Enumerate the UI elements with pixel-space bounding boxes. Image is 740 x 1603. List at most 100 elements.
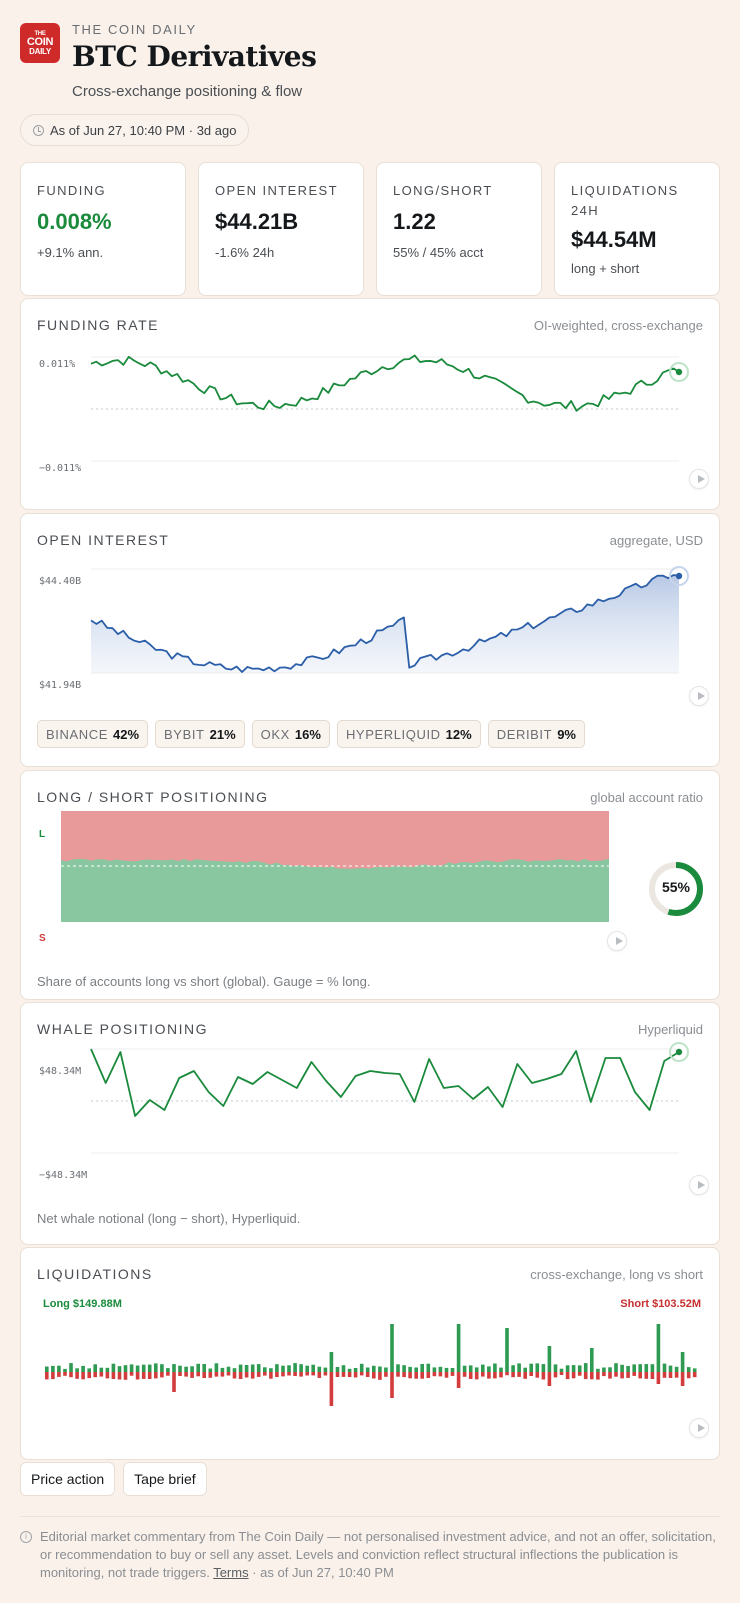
short-liquidation-bar (372, 1372, 376, 1379)
short-liquidation-bar (81, 1372, 85, 1380)
short-liquidation-bar (214, 1372, 219, 1377)
short-liquidation-bar (123, 1372, 128, 1380)
long-liquidation-bar (614, 1363, 618, 1372)
kpi-long-short: LONG/SHORT 1.22 55% / 45% acct (376, 162, 542, 296)
long-liquidation-bar (499, 1367, 503, 1372)
short-liquidation-bar (535, 1372, 540, 1378)
disclaimer: i Editorial market commentary from The C… (20, 1528, 720, 1582)
short-liquidation-bar (650, 1372, 655, 1379)
long-liquidation-bar (299, 1364, 303, 1372)
short-liquidation-bar (323, 1372, 328, 1376)
short-liquidation-bar (668, 1372, 673, 1378)
long-share-area (61, 858, 609, 922)
play-button[interactable] (607, 931, 627, 951)
long-liquidation-bar (129, 1364, 134, 1372)
terms-link[interactable]: Terms (213, 1565, 249, 1580)
short-liquidation-bar (414, 1372, 418, 1379)
liquidations-card: LIQUIDATIONS cross-exchange, long vs sho… (20, 1247, 720, 1460)
long-liquidation-bar (220, 1367, 225, 1372)
y-axis-min-label: −$48.34M (39, 1170, 88, 1181)
short-liquidation-bar (347, 1372, 352, 1378)
long-liquidation-bar (474, 1367, 479, 1372)
long-liquidations-label: Long $149.88M (43, 1298, 122, 1310)
y-axis-max-label: $48.34M (39, 1066, 82, 1077)
kpi-sub: +9.1% ann. (37, 245, 104, 260)
long-liquidation-bar (166, 1368, 170, 1372)
short-liquidation-bar (154, 1372, 158, 1379)
long-liquidation-bar (456, 1324, 461, 1372)
short-liquidation-bar (287, 1372, 291, 1376)
short-liquidation-bar (565, 1372, 570, 1380)
short-liquidation-bar (517, 1372, 521, 1377)
short-liquidation-bar (275, 1372, 279, 1377)
short-liquidation-bar (468, 1372, 473, 1379)
short-liquidation-bar (396, 1372, 400, 1377)
card-title: LIQUIDATIONS (37, 1266, 153, 1282)
long-liquidation-bar (644, 1364, 649, 1372)
play-button[interactable] (689, 1175, 709, 1195)
long-liquidation-bar (444, 1367, 449, 1372)
funding-rate-chart (90, 354, 689, 462)
gauge-value: 55% (661, 879, 691, 895)
short-liquidation-bar (620, 1372, 624, 1379)
long-liquidation-bar (565, 1365, 570, 1372)
long-liquidation-bar (583, 1363, 588, 1372)
long-liquidation-bar (75, 1368, 79, 1372)
whale-positioning-card: WHALE POSITIONING Hyperliquid $48.34M −$… (20, 1002, 720, 1245)
short-liquidation-bar (614, 1372, 618, 1377)
long-liquidation-bar (208, 1368, 213, 1372)
short-liquidation-bar (608, 1372, 612, 1379)
long-liquidation-bar (87, 1368, 91, 1372)
chart-caption: Share of accounts long vs short (global)… (37, 974, 371, 989)
current-point (675, 368, 683, 376)
kpi-label: OPEN INTEREST (215, 183, 338, 198)
long-gauge (649, 862, 703, 916)
short-liquidation-bar (269, 1372, 273, 1379)
asof-text: As of Jun 27, 10:40 PM · 3d ago (50, 122, 237, 138)
brand-name: THE COIN DAILY (72, 22, 197, 37)
y-axis-min-label: −0.011% (39, 463, 82, 474)
long-liquidation-bar (505, 1328, 509, 1372)
long-liquidation-bar (402, 1365, 406, 1372)
short-liquidation-bar (184, 1372, 188, 1377)
long-liquidation-bar (571, 1365, 576, 1372)
long-liquidation-bar (154, 1363, 158, 1372)
long-liquidation-bar (353, 1368, 358, 1372)
play-button[interactable] (689, 469, 709, 489)
play-button[interactable] (689, 686, 709, 706)
long-liquidation-bar (378, 1366, 382, 1372)
long-liquidation-bar (63, 1368, 67, 1372)
kpi-value: 1.22 (393, 209, 436, 234)
short-liquidation-bar (529, 1372, 533, 1376)
short-liquidation-bar (626, 1372, 630, 1378)
long-liquidation-bar (117, 1366, 122, 1372)
short-liquidation-bar (45, 1372, 49, 1380)
chart-caption: Net whale notional (long − short), Hyper… (37, 1211, 301, 1226)
long-liquidation-bar (481, 1364, 485, 1372)
kpi-sub: 55% / 45% acct (393, 245, 484, 260)
info-icon: i (20, 1531, 32, 1543)
long-liquidation-bar (196, 1363, 200, 1372)
short-liquidation-bar (93, 1372, 97, 1378)
long-liquidation-bar (438, 1366, 443, 1372)
long-liquidation-bar (420, 1364, 424, 1372)
short-liquidation-bar (202, 1372, 206, 1378)
short-liquidation-bar (51, 1372, 55, 1380)
long-liquidation-bar (668, 1365, 673, 1372)
tab-price-action[interactable]: Price action (20, 1462, 116, 1496)
exchange-chip: HYPERLIQUID 12% (336, 720, 481, 748)
short-liquidation-bar (365, 1372, 370, 1377)
long-liquidation-bar (232, 1368, 237, 1372)
page-title: BTC Derivatives (72, 40, 317, 73)
tab-tape-brief[interactable]: Tape brief (123, 1462, 207, 1496)
short-liquidation-bar (438, 1372, 443, 1377)
short-liquidation-bar (190, 1372, 194, 1378)
long-liquidation-bar (692, 1368, 697, 1372)
long-liquidation-bar (135, 1365, 140, 1372)
long-liquidation-bar (680, 1352, 685, 1372)
long-liquidation-bar (45, 1366, 49, 1372)
short-liquidation-bar (129, 1372, 134, 1376)
short-liquidation-bar (172, 1372, 176, 1392)
play-button[interactable] (689, 1418, 709, 1438)
short-liquidation-bar (293, 1372, 297, 1376)
